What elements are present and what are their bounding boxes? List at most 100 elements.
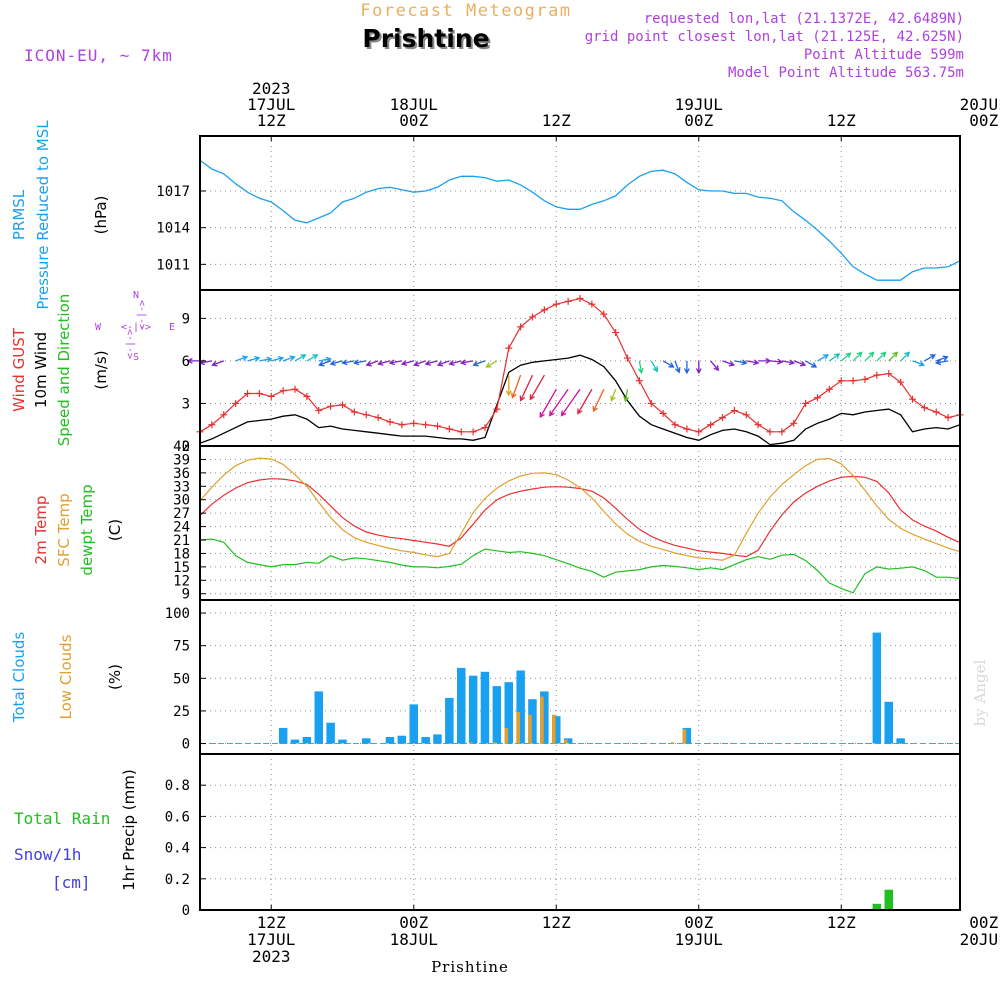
wind-gust-marker [208,421,216,429]
top-time-label: 17JUL [247,95,295,114]
total-cloud-bar [884,701,893,744]
total-cloud-bar [563,738,573,744]
temp-panel-labels: 2m Temp SFC Temp dewpt Temp (C) [32,484,124,575]
wind-gust-marker [220,411,228,419]
wind-gust-marker [339,401,346,409]
total-cloud-bar [278,727,288,744]
wind-direction-arrow [781,359,796,366]
wind-direction-arrow [817,354,830,362]
grid-point-coords: grid point closest lon,lat (21.125E, 42.… [585,29,964,45]
wind-gust-marker [410,419,418,427]
top-time-label: 12Z [827,111,856,130]
pressure-msl-label: Pressure Reduced to MSL [34,120,52,310]
y-tick-label: 1011 [156,257,190,273]
y-tick-label: 3 [182,396,190,412]
y-tick-label: 1014 [156,221,190,237]
wind-direction-arrow [529,374,545,401]
total-cloud-bar [445,697,454,744]
wind-direction-arrow [211,360,225,367]
total-cloud-bar [552,716,561,744]
y-tick-label: 42 [173,439,190,455]
compass-north: N [133,290,139,301]
y-tick-label: 24 [173,520,190,536]
y-tick-label: 100 [165,606,190,622]
rain-bar [884,889,893,910]
location-title: Prishtine [362,24,489,53]
wind-direction-arrow [876,351,887,362]
wind-gust-marker [825,385,833,393]
wind-gust-marker [944,414,952,422]
temp-2m-label: 2m Temp [32,496,50,565]
wind-gust-marker [576,295,584,303]
temp-dewpt-label: dewpt Temp [78,484,96,575]
wind-panel-labels: Wind GUST 10m Wind Speed and Direction (… [10,290,175,446]
y-tick-label: 30 [173,493,190,509]
compass-south: S [133,352,139,363]
total-cloud-bar [872,632,882,744]
wind-direction-arrow [805,360,818,368]
y-tick-label: 27 [173,506,190,522]
total-cloud-bar [516,670,525,744]
wind-speed-direction-label: Speed and Direction [55,294,73,447]
wind-direction-arrow [485,360,498,368]
wind-gust-marker [647,399,655,407]
wind-gust-marker [588,300,596,308]
wind-gust-marker [707,421,715,429]
location-title-shadow: Prishtine [364,26,491,55]
y-tick-label: 15 [173,560,190,576]
low-cloud-bar [552,714,556,744]
total-cloud-bar [540,691,549,744]
wind-gust-marker [802,399,810,407]
wind-gust-label: Wind GUST [10,327,28,412]
y-tick-label: 0.4 [165,841,190,857]
cloud-panel-labels: Total Clouds Low Clouds (%) [10,632,124,724]
y-tick-label: 75 [173,639,190,655]
y-tick-label: 39 [173,452,190,468]
wind-gust-marker [267,392,275,400]
low-cloud-bar [516,712,520,744]
compass-north-arm: <-|-> [136,300,147,330]
total-cloud-bar [682,727,692,744]
bottom-time-label: 20JUL [960,930,1000,949]
wind-gust-marker [350,408,358,416]
wind-gust-marker [540,306,548,314]
wind-gust-marker [445,425,453,433]
wind-gust-marker [766,428,774,436]
wind-direction-arrow [318,360,331,367]
wind-gust-marker [279,387,287,395]
wind-direction-arrow [505,375,512,397]
wind-gust-marker [861,375,869,383]
wind-10m-line [199,354,961,446]
wind-gust-marker [778,428,786,436]
wind-gust-marker [232,399,240,407]
wind-gust-marker [327,402,335,410]
wind-direction-arrow [424,360,438,366]
low-cloud-bar [468,742,473,744]
wind-gust-marker [505,344,513,352]
wind-gust-marker [422,421,430,429]
axis-labels: 1011101410170369912151821242730333639420… [156,79,1000,966]
precip-axis-label: 1hr Precip (mm) [120,769,138,890]
rain-bar [872,903,882,910]
wind-gust-marker [564,297,572,305]
wind-gust-marker [635,377,643,385]
wind-gust-marker [303,392,311,400]
y-tick-label: 33 [173,479,190,495]
wind-direction-arrow [259,356,273,363]
wind-gust-marker [873,371,881,379]
wind-direction-arrow [864,351,875,362]
wind-direction-arrow [650,360,658,373]
panel-frame [199,753,961,911]
total-cloud-bar [492,686,502,744]
wind-direction-arrow [900,351,911,362]
wind-direction-arrow [934,359,949,366]
wind-gust-marker [517,323,525,331]
y-tick-label: 9 [182,587,190,603]
wind-gust-marker [481,424,489,432]
low-cloud-bar [504,727,509,744]
y-tick-label: 21 [173,533,190,549]
wind-direction-arrow [377,360,391,366]
top-time-label: 19JUL [675,95,723,114]
wind-gust-marker [719,414,726,422]
total-rain-label: Total Rain [14,809,110,828]
